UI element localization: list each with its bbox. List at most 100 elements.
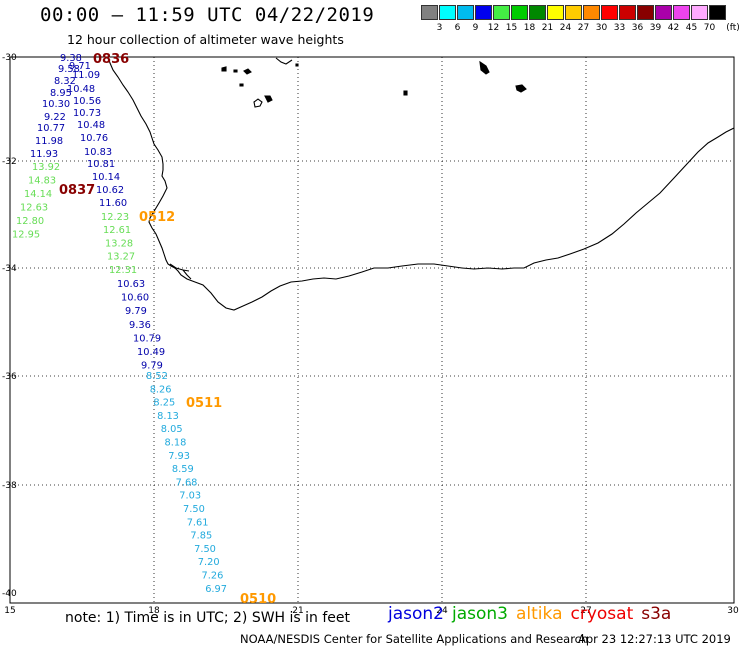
swh-value: 10.30 [42,99,70,110]
credit-line: NOAA/NESDIS Center for Satellite Applica… [240,632,589,646]
swh-value: 10.79 [133,333,161,344]
swh-value: 8.52 [146,371,168,382]
colorbar-swatch [637,5,654,20]
swh-value: 10.49 [137,347,165,358]
longitude-tick: 15 [4,606,15,616]
colorbar-label: 33 [613,23,626,33]
colorbar-label: 3 [436,23,443,33]
latitude-tick: -40 [2,589,17,599]
swh-value: 9.36 [129,320,151,331]
swh-value: 8.26 [150,384,172,395]
colorbar-swatch [511,5,528,20]
swh-value: 7.26 [202,571,224,582]
swh-value: 10.62 [96,185,124,196]
swh-value: 8.25 [153,398,175,409]
pass-time-label: 0510 [240,592,276,607]
colorbar-swatch [475,5,492,20]
swh-value: 10.14 [92,172,120,183]
swh-value: 8.95 [50,88,72,99]
swh-value: 7.03 [179,491,201,502]
footer-note: note: 1) Time is in UTC; 2) SWH is in fe… [65,610,351,626]
swh-value: 11.09 [72,70,100,81]
colorbar-swatch [619,5,636,20]
swh-value: 10.48 [77,120,105,131]
swh-value: 8.32 [54,76,76,87]
satellite-legend-item: cryosat [570,604,634,624]
swh-value: 8.18 [165,438,187,449]
swh-value: 12.63 [20,203,48,214]
swh-value: 8.59 [172,464,194,475]
swh-value: 7.85 [190,531,212,542]
swh-value: 12.95 [12,230,40,241]
colorbar-swatch [673,5,690,20]
longitude-tick: 30 [727,606,739,616]
map-frame [9,56,735,604]
swh-value: 7.50 [183,504,205,515]
longitude-tick: 27 [580,606,591,616]
colorbar-label: 45 [685,23,698,33]
swh-value: 9.79 [141,361,163,372]
swh-value: 10.48 [67,84,95,95]
pass-time-label: 0511 [186,396,222,411]
colorbar-swatch [655,5,672,20]
swh-value: 10.56 [73,96,101,107]
swh-value: 9.58 [58,64,80,75]
swh-value: 10.83 [84,147,112,158]
map-subtitle: 12 hour collection of altimeter wave hei… [67,32,344,47]
colorbar-label: 36 [631,23,644,33]
satellite-legend-item: s3a [641,604,672,624]
map-title: 00:00 – 11:59 UTC 04/22/2019 [40,4,375,26]
swh-value: 14.14 [24,189,52,200]
swh-value: 10.73 [73,108,101,119]
swh-value: 13.92 [32,162,60,173]
swh-value: 8.13 [157,411,179,422]
pass-time-label: 0512 [139,210,175,225]
colorbar-label: 39 [649,23,662,33]
colorbar-label: 27 [577,23,590,33]
swh-value: 7.93 [168,451,190,462]
swh-value: 6.97 [205,584,227,595]
swh-value: 10.60 [121,293,149,304]
colorbar-swatch [457,5,474,20]
colorbar-swatch [547,5,564,20]
latitude-tick: -34 [2,264,17,274]
colorbar-swatch [565,5,582,20]
swh-value: 10.81 [87,159,115,170]
pass-time-label: 0836 [93,52,129,67]
colorbar-swatch [709,5,726,20]
coastline [107,56,735,311]
longitude-tick: 21 [292,606,303,616]
swh-value: 14.83 [28,176,56,187]
colorbar-swatch [601,5,618,20]
swh-value: 7.68 [176,477,198,488]
colorbar-label: 18 [523,23,536,33]
map-grid [10,57,734,603]
longitude-tick: 18 [148,606,160,616]
colorbar-swatch [691,5,708,20]
colorbar-unit: (ft) [726,23,740,33]
latitude-labels: -30 -32 -34 -36 -38 -40 [2,53,17,599]
colorbar-swatch [493,5,510,20]
swh-value: 8.05 [161,424,183,435]
swh-value: 11.98 [35,136,63,147]
swh-value: 11.60 [99,198,127,209]
generated-timestamp: Apr 23 12:27:13 UTC 2019 [578,632,731,646]
swh-value: 7.61 [187,517,209,528]
latitude-tick: -36 [2,372,17,382]
swh-value: 12.23 [101,212,129,223]
swh-value: 11.93 [30,149,58,160]
satellite-legend-item: jason2 [388,604,444,624]
colorbar-label: 6 [454,23,461,33]
swh-value: 7.50 [194,544,216,555]
colorbar-label: 24 [559,23,572,33]
colorbar-swatch [583,5,600,20]
swh-value: 13.27 [107,252,135,263]
pass-time-labels: 0836 0837 0512 0511 0510 [59,52,276,607]
colorbar-label: 70 [703,23,716,33]
pass-time-label: 0837 [59,183,95,198]
longitude-tick: 24 [436,606,448,616]
swh-value: 9.71 [69,61,91,72]
colorbar-swatch [529,5,546,20]
swh-value: 9.38 [60,53,82,64]
